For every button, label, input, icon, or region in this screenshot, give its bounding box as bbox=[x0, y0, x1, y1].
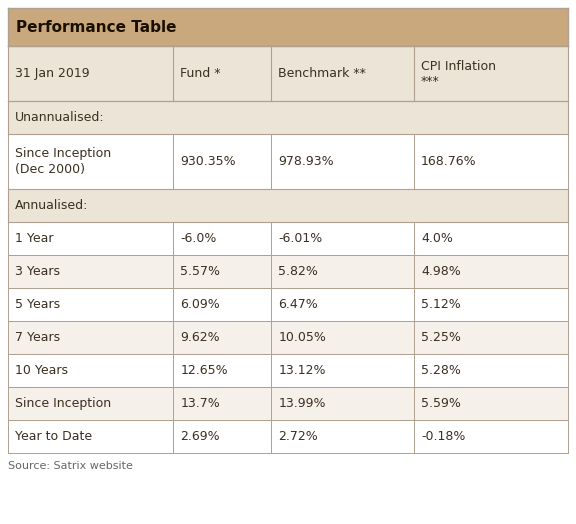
Text: Source: Satrix website: Source: Satrix website bbox=[8, 461, 133, 471]
Bar bbox=[8, 222, 173, 255]
Bar bbox=[271, 255, 414, 288]
Text: Since Inception: Since Inception bbox=[15, 397, 111, 410]
Text: Year to Date: Year to Date bbox=[15, 430, 92, 443]
Bar bbox=[173, 255, 271, 288]
Bar bbox=[8, 134, 173, 189]
Bar bbox=[414, 321, 568, 354]
Text: CPI Inflation
***: CPI Inflation *** bbox=[421, 60, 496, 88]
Text: 5.57%: 5.57% bbox=[180, 265, 220, 278]
Bar bbox=[414, 222, 568, 255]
Bar bbox=[173, 46, 271, 101]
Text: 4.0%: 4.0% bbox=[421, 232, 453, 245]
Bar bbox=[173, 420, 271, 453]
Bar bbox=[414, 288, 568, 321]
Text: 5.28%: 5.28% bbox=[421, 364, 461, 377]
Bar bbox=[271, 46, 414, 101]
Text: 13.99%: 13.99% bbox=[278, 397, 325, 410]
Bar bbox=[8, 8, 568, 46]
Text: 10.05%: 10.05% bbox=[278, 331, 326, 344]
Text: 1 Year: 1 Year bbox=[15, 232, 54, 245]
Bar bbox=[173, 222, 271, 255]
Bar bbox=[8, 321, 173, 354]
Text: 31 Jan 2019: 31 Jan 2019 bbox=[15, 67, 90, 80]
Text: Benchmark **: Benchmark ** bbox=[278, 67, 366, 80]
Text: 12.65%: 12.65% bbox=[180, 364, 228, 377]
Text: 13.12%: 13.12% bbox=[278, 364, 325, 377]
Text: -6.01%: -6.01% bbox=[278, 232, 323, 245]
Text: 4.98%: 4.98% bbox=[421, 265, 461, 278]
Text: 3 Years: 3 Years bbox=[15, 265, 60, 278]
Text: 2.72%: 2.72% bbox=[278, 430, 318, 443]
Bar bbox=[414, 420, 568, 453]
Bar bbox=[173, 354, 271, 387]
Text: -6.0%: -6.0% bbox=[180, 232, 217, 245]
Bar bbox=[173, 387, 271, 420]
Bar bbox=[173, 288, 271, 321]
Bar bbox=[8, 288, 173, 321]
Text: 2.69%: 2.69% bbox=[180, 430, 220, 443]
Text: Unannualised:: Unannualised: bbox=[15, 111, 105, 124]
Bar bbox=[271, 354, 414, 387]
Text: 168.76%: 168.76% bbox=[421, 155, 476, 168]
Text: -0.18%: -0.18% bbox=[421, 430, 465, 443]
Bar bbox=[8, 354, 173, 387]
Bar bbox=[271, 222, 414, 255]
Bar bbox=[414, 46, 568, 101]
Text: 5 Years: 5 Years bbox=[15, 298, 60, 311]
Text: Annualised:: Annualised: bbox=[15, 199, 88, 212]
Bar bbox=[8, 387, 173, 420]
Bar bbox=[8, 420, 173, 453]
Text: 5.25%: 5.25% bbox=[421, 331, 461, 344]
Text: 13.7%: 13.7% bbox=[180, 397, 220, 410]
Text: 10 Years: 10 Years bbox=[15, 364, 68, 377]
Text: 6.09%: 6.09% bbox=[180, 298, 220, 311]
Text: 5.82%: 5.82% bbox=[278, 265, 318, 278]
Bar bbox=[271, 387, 414, 420]
Text: 978.93%: 978.93% bbox=[278, 155, 334, 168]
Bar bbox=[8, 46, 173, 101]
Text: 6.47%: 6.47% bbox=[278, 298, 318, 311]
Bar bbox=[414, 255, 568, 288]
Text: 9.62%: 9.62% bbox=[180, 331, 220, 344]
Text: 930.35%: 930.35% bbox=[180, 155, 236, 168]
Text: Performance Table: Performance Table bbox=[16, 19, 176, 35]
Bar bbox=[414, 134, 568, 189]
Bar bbox=[271, 288, 414, 321]
Bar bbox=[271, 420, 414, 453]
Text: Since Inception
(Dec 2000): Since Inception (Dec 2000) bbox=[15, 147, 111, 176]
Bar bbox=[8, 101, 568, 134]
Bar bbox=[173, 134, 271, 189]
Bar bbox=[414, 387, 568, 420]
Bar bbox=[414, 354, 568, 387]
Bar bbox=[271, 134, 414, 189]
Text: 5.12%: 5.12% bbox=[421, 298, 461, 311]
Text: 5.59%: 5.59% bbox=[421, 397, 461, 410]
Bar bbox=[271, 321, 414, 354]
Text: Fund *: Fund * bbox=[180, 67, 221, 80]
Text: 7 Years: 7 Years bbox=[15, 331, 60, 344]
Bar bbox=[173, 321, 271, 354]
Bar bbox=[8, 189, 568, 222]
Bar bbox=[8, 255, 173, 288]
